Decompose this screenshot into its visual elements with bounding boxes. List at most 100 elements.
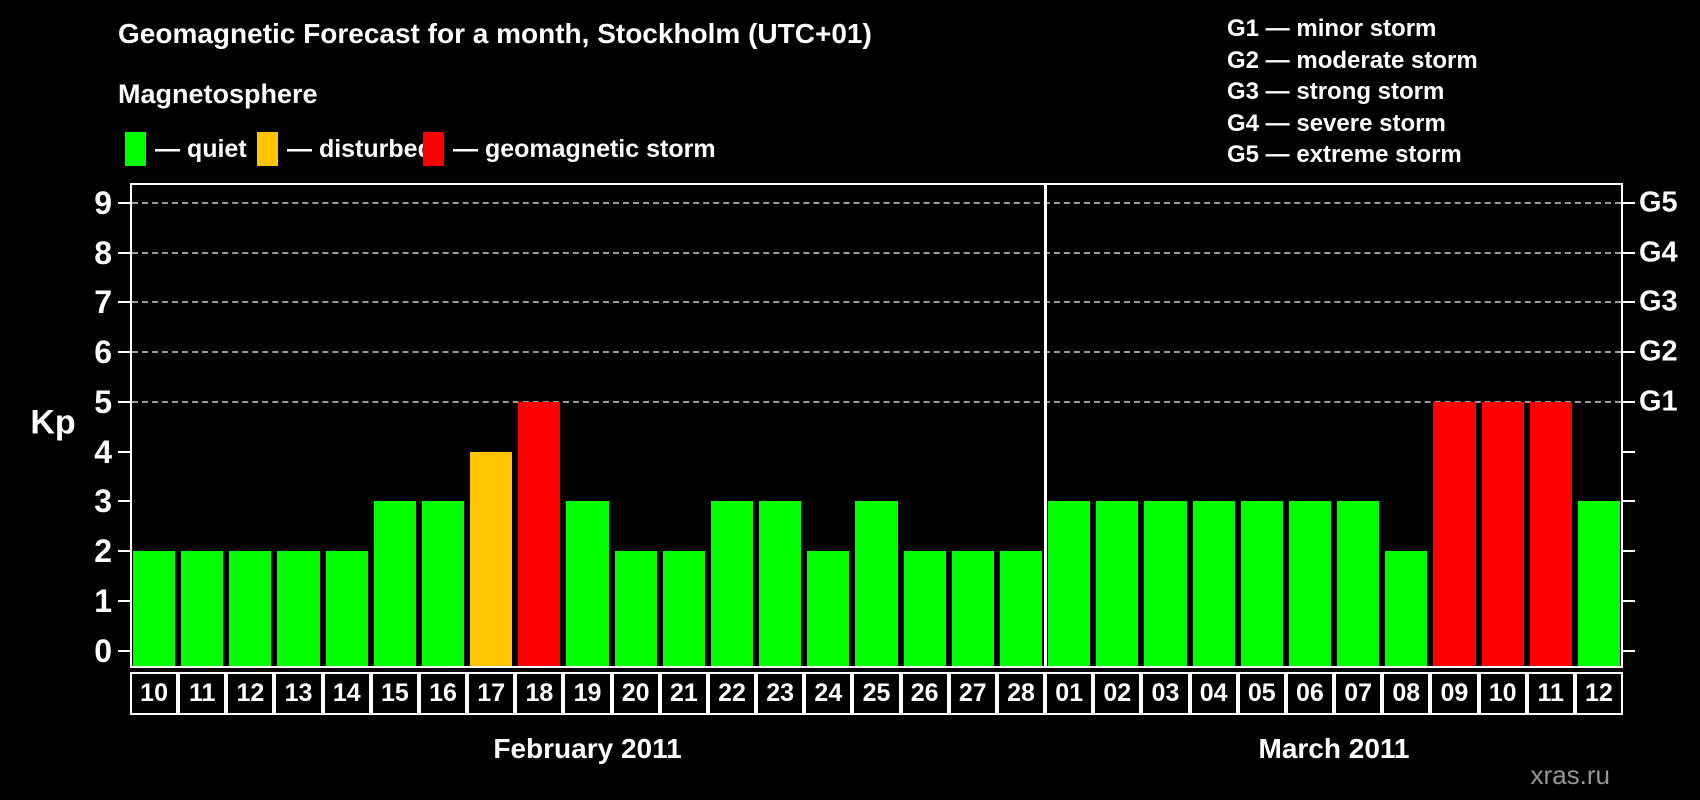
kp-bar-day-26 (903, 551, 946, 666)
day-label: 11 (178, 672, 227, 715)
right-axis-tick (1623, 500, 1635, 503)
right-axis-tick (1623, 301, 1635, 304)
legend-item-label: — disturbed (287, 134, 433, 163)
g-scale-legend-line: G2 — moderate storm (1227, 46, 1478, 74)
legend-item-storm: — geomagnetic storm (423, 131, 716, 167)
kp-bar-day-17 (470, 451, 513, 666)
quiet-color-swatch (125, 132, 146, 166)
kp-bar-day-14 (325, 551, 368, 666)
kp-bar-day-25 (855, 501, 898, 666)
month-separator (1043, 185, 1047, 666)
day-label: 19 (563, 672, 612, 715)
day-label: 09 (1430, 672, 1479, 715)
kp-bar-day-27 (951, 551, 994, 666)
y-tick-label: 8 (94, 234, 112, 271)
day-label: 17 (467, 672, 516, 715)
day-label: 07 (1334, 672, 1383, 715)
right-axis-tick (1623, 251, 1635, 254)
y-tick-label: 4 (94, 433, 112, 470)
left-axis-tick (118, 450, 130, 453)
watermark: xras.ru (1530, 760, 1610, 790)
day-label: 21 (659, 672, 708, 715)
gridline (132, 301, 1621, 304)
month-label: March 2011 (1258, 733, 1410, 764)
day-label: 16 (418, 672, 468, 715)
kp-bar-day-02 (1096, 501, 1139, 666)
left-axis-tick (118, 201, 130, 204)
y-axis-title: Kp (30, 403, 76, 442)
left-axis-tick (118, 301, 130, 304)
kp-bar-day-13 (277, 551, 320, 666)
g-scale-label: G2 (1639, 335, 1678, 368)
day-label: 04 (1189, 672, 1238, 715)
day-label: 11 (1526, 672, 1575, 715)
kp-bar-day-19 (566, 501, 609, 666)
day-label: 01 (1045, 672, 1094, 715)
y-tick-label: 3 (94, 483, 112, 520)
kp-bar-day-04 (1192, 501, 1235, 666)
g-scale-legend: G1 — minor storm G2 — moderate storm G3 … (1227, 13, 1478, 171)
g-scale-legend-line: G1 — minor storm (1227, 15, 1437, 42)
kp-bar-day-11 (181, 551, 224, 666)
day-label: 05 (1237, 672, 1286, 715)
y-tick-label: 0 (94, 632, 112, 669)
day-label: 13 (274, 672, 323, 715)
kp-bar-day-09 (1433, 401, 1476, 666)
kp-bar-day-22 (710, 501, 754, 666)
right-axis-tick (1623, 201, 1635, 204)
right-axis-tick (1623, 649, 1635, 652)
g-scale-label: G5 (1639, 186, 1678, 219)
day-label: 14 (322, 672, 371, 715)
kp-bar-day-12 (229, 551, 272, 666)
day-label: 25 (852, 672, 901, 715)
day-label: 18 (515, 672, 564, 715)
kp-bar-day-28 (999, 551, 1043, 666)
day-label: 10 (1478, 672, 1527, 715)
right-axis-tick (1623, 599, 1635, 602)
gridline (132, 351, 1621, 354)
kp-bar-day-10 (1481, 401, 1524, 666)
g-scale-legend-line: G4 — severe storm (1227, 109, 1446, 137)
chart-title: Geomagnetic Forecast for a month, Stockh… (118, 18, 872, 49)
kp-bar-day-15 (373, 501, 416, 666)
left-axis-tick (118, 500, 130, 503)
kp-bar-day-23 (759, 501, 802, 666)
kp-bar-day-01 (1048, 501, 1091, 666)
legend-item-disturbed: — disturbed (257, 131, 433, 167)
right-axis-tick (1623, 400, 1635, 403)
day-label: 02 (1093, 672, 1142, 715)
g-scale-legend-line: G3 — strong storm (1227, 78, 1445, 105)
right-axis-tick (1623, 351, 1635, 354)
day-label: 12 (226, 672, 275, 715)
disturbed-color-swatch (257, 132, 278, 166)
day-label: 06 (1285, 672, 1335, 715)
day-label: 22 (707, 672, 757, 715)
kp-bar-day-12 (1577, 501, 1620, 666)
kp-bar-day-05 (1240, 501, 1283, 666)
day-label: 27 (948, 672, 997, 715)
y-tick-label: 5 (94, 383, 112, 420)
g-scale-label: G1 (1639, 385, 1678, 418)
kp-bar-day-20 (614, 551, 657, 666)
y-tick-label: 7 (94, 284, 112, 321)
month-label: February 2011 (493, 733, 682, 764)
y-tick-label: 9 (94, 184, 112, 221)
y-tick-label: 6 (94, 334, 112, 371)
storm-color-swatch (423, 132, 444, 166)
magnetosphere-heading: Magnetosphere (118, 79, 318, 109)
left-axis-tick (118, 400, 130, 403)
gridline (132, 251, 1621, 254)
kp-bar-day-24 (807, 551, 850, 666)
right-axis-tick (1623, 450, 1635, 453)
day-label: 23 (756, 672, 805, 715)
kp-bar-day-06 (1288, 501, 1332, 666)
day-label: 10 (130, 672, 179, 715)
g-scale-label: G4 (1639, 236, 1678, 269)
kp-bar-day-16 (421, 501, 465, 666)
day-label: 28 (996, 672, 1046, 715)
day-label: 12 (1574, 672, 1623, 715)
day-label: 20 (611, 672, 660, 715)
kp-bar-day-18 (518, 401, 561, 666)
kp-bar-day-10 (133, 551, 176, 666)
legend-item-label: — quiet (155, 134, 247, 163)
